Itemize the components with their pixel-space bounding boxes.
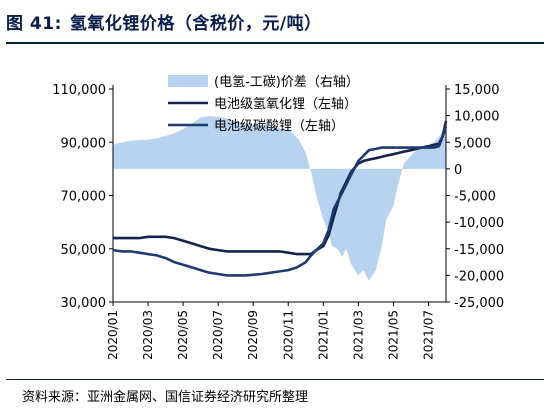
right-tick-label: -15,000	[454, 243, 504, 258]
footer-rule	[6, 379, 544, 380]
x-tick-label: 2021/07	[421, 310, 435, 360]
legend-label-spread: (电氢-工碳)价差（右轴）	[214, 75, 359, 90]
left-tick-label: 50,000	[61, 243, 107, 258]
right-tick-label: 10,000	[454, 110, 500, 125]
x-tick-label: 2020/09	[246, 310, 260, 360]
x-tick-label: 2021/03	[351, 310, 365, 360]
x-tick-label: 2020/11	[281, 310, 295, 360]
right-tick-label: -10,000	[454, 216, 504, 231]
left-tick-label: 70,000	[61, 190, 107, 205]
x-tick-label: 2020/05	[176, 310, 190, 360]
x-tick-label: 2020/01	[106, 310, 120, 360]
legend: (电氢-工碳)价差（右轴） 电池级氢氧化锂（左轴） 电池级碳酸锂（左轴）	[168, 75, 359, 134]
chart: 110,000 90,000 70,000 50,000 30,000 15,000 10,…	[52, 75, 504, 360]
figure-title-bar: 图 41: 氢氧化锂价格（含税价，元/吨）	[6, 2, 544, 40]
axes-layer	[109, 85, 450, 306]
x-tick-label: 2020/03	[141, 310, 155, 360]
lines-layer	[112, 120, 448, 277]
tick-labels-layer: 110,000 90,000 70,000 50,000 30,000 15,000 10,…	[52, 83, 504, 360]
left-tick-label: 30,000	[61, 296, 107, 311]
source-note: 资料来源：亚洲金属网、国信证券经济研究所整理	[22, 390, 309, 405]
legend-label-hydroxide: 电池级氢氧化锂（左轴）	[214, 97, 357, 112]
right-tick-label: 0	[454, 163, 462, 178]
right-tick-label: 15,000	[454, 83, 500, 98]
figure-title: 氢氧化锂价格（含税价，元/吨）	[69, 13, 322, 34]
spread-area	[113, 116, 446, 281]
left-tick-label: 110,000	[52, 83, 106, 98]
x-tick-label: 2021/05	[386, 310, 400, 360]
right-tick-label: -20,000	[454, 269, 504, 284]
left-tick-label: 90,000	[61, 136, 107, 151]
carbonate-line	[112, 125, 448, 277]
spread-area-layer	[113, 116, 446, 281]
x-tick-label: 2021/01	[316, 310, 330, 360]
x-tick-label: 2020/07	[211, 310, 225, 360]
title-rule	[6, 42, 544, 44]
right-tick-label: 5,000	[454, 136, 491, 151]
right-tick-label: -5,000	[454, 190, 496, 205]
right-tick-label: -25,000	[454, 296, 504, 311]
legend-label-carbonate: 电池级碳酸锂（左轴）	[214, 119, 344, 134]
legend-swatch-spread	[168, 75, 208, 87]
figure-label: 图 41:	[6, 13, 62, 34]
